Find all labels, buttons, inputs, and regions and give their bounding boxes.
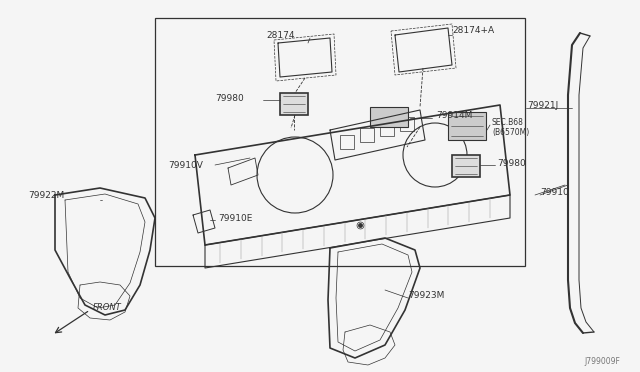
Text: 79910: 79910 [540,187,569,196]
Text: 79921J: 79921J [527,100,558,109]
Bar [360,128,374,142]
Bar [340,135,354,149]
Text: 79910V: 79910V [168,160,203,170]
Bar [155,18,525,266]
Bar [370,107,408,127]
Bar [448,112,486,140]
Bar [280,93,308,115]
Text: 79980: 79980 [497,158,525,167]
Text: (B6570M): (B6570M) [492,128,529,137]
Text: 79922M: 79922M [28,190,64,199]
Text: 28174: 28174 [266,31,294,39]
Text: FRONT: FRONT [93,304,122,312]
Text: SEC.B68: SEC.B68 [492,118,524,126]
Text: 79910E: 79910E [218,214,252,222]
Bar [380,122,394,136]
Text: 79914M: 79914M [436,110,472,119]
Bar [400,117,414,131]
Text: J799009F: J799009F [584,357,620,366]
Text: 79980: 79980 [215,93,244,103]
Bar [452,155,480,177]
Text: 79923M: 79923M [408,292,444,301]
Text: 28174+A: 28174+A [452,26,494,35]
